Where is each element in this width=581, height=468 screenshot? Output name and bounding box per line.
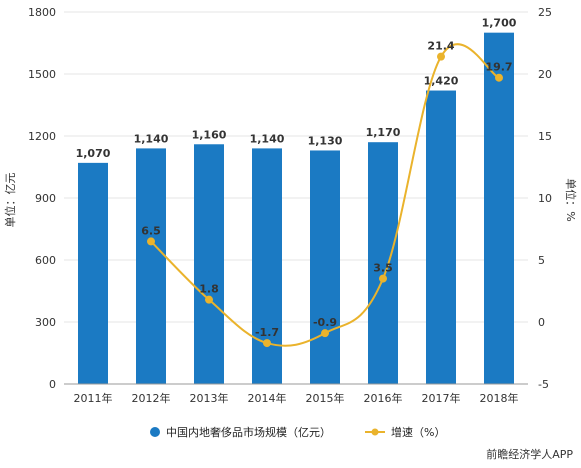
right-tick-label: 10	[538, 192, 552, 205]
x-tick-label: 2015年	[306, 391, 345, 405]
growth-value-label: 21.4	[427, 40, 454, 53]
bar	[252, 148, 282, 384]
bar-value-label: 1,140	[134, 132, 169, 145]
line-series: 6.5 1.8 -1.7 -0.9 3.5 21.4 19.7	[141, 40, 513, 348]
x-tick-label: 2011年	[74, 391, 113, 405]
bar-value-label: 1,160	[192, 128, 227, 141]
left-tick-label: 0	[49, 378, 56, 391]
left-tick-label: 1200	[28, 130, 56, 143]
bar	[194, 144, 224, 384]
growth-point	[437, 52, 445, 61]
growth-value-label: 6.5	[141, 224, 161, 237]
growth-value-label: -0.9	[313, 316, 337, 329]
left-tick-label: 600	[35, 254, 56, 267]
bar	[310, 150, 340, 384]
left-tick-label: 1800	[28, 6, 56, 19]
legend-line-label: 增速（%）	[391, 425, 445, 439]
x-tick-label: 2013年	[190, 391, 229, 405]
growth-value-label: 19.7	[485, 61, 512, 74]
gridlines	[64, 11, 528, 385]
bar-value-label: 1,070	[76, 147, 111, 160]
growth-value-label: 3.5	[373, 262, 393, 275]
left-tick-label: 300	[35, 316, 56, 329]
left-tick-label: 900	[35, 192, 56, 205]
growth-point	[379, 274, 387, 283]
right-axis-title: 单位：%	[564, 178, 578, 221]
x-tick-label: 2017年	[422, 391, 461, 405]
growth-value-label: -1.7	[255, 326, 279, 339]
right-tick-label: -5	[538, 378, 549, 391]
x-tick-label: 2014年	[248, 391, 287, 405]
right-tick-label: 0	[538, 316, 545, 329]
right-tick-label: 5	[538, 254, 545, 267]
legend-bar-swatch	[150, 427, 160, 437]
legend-bar-label: 中国内地奢侈品市场规模（亿元）	[166, 425, 331, 439]
bar	[426, 90, 456, 385]
growth-point	[321, 329, 329, 338]
bar	[136, 148, 166, 384]
growth-point	[263, 339, 271, 348]
bar	[368, 142, 398, 384]
x-tick-label: 2018年	[480, 391, 519, 405]
right-tick-label: 20	[538, 68, 552, 81]
x-tick-label: 2012年	[132, 391, 171, 405]
bar	[78, 162, 108, 384]
bar-value-label: 1,170	[366, 126, 401, 139]
bar-value-label: 1,700	[482, 17, 517, 30]
left-axis: 0 300 600 900 1200 1500 1800	[28, 6, 56, 391]
bar	[484, 32, 514, 385]
bar-value-label: 1,130	[308, 134, 343, 147]
legend-line-marker	[371, 428, 379, 436]
bar-value-label: 1,140	[250, 132, 285, 145]
right-tick-label: 15	[538, 130, 552, 143]
growth-point	[495, 73, 503, 82]
left-tick-label: 1500	[28, 68, 56, 81]
growth-value-label: 1.8	[199, 283, 219, 296]
growth-point	[147, 237, 155, 246]
right-tick-label: 25	[538, 6, 552, 19]
bar-series	[78, 32, 514, 385]
right-axis: -5 0 5 10 15 20 25	[538, 6, 552, 391]
x-axis: 2011年 2012年 2013年 2014年 2015年 2016年 2017年 2018年	[64, 383, 528, 405]
legend: 中国内地奢侈品市场规模（亿元） 增速（%）	[150, 425, 445, 439]
growth-point	[205, 295, 213, 304]
left-axis-title: 单位：亿元	[3, 173, 17, 228]
x-tick-label: 2016年	[364, 391, 403, 405]
source-watermark: 前瞻经济学人APP	[486, 448, 573, 461]
